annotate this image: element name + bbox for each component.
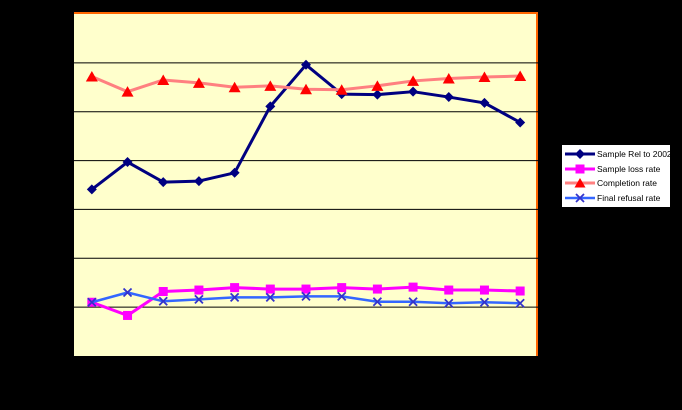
x-marker	[158, 296, 168, 306]
square-marker	[158, 287, 168, 297]
triangle-marker	[335, 84, 348, 95]
diamond-marker	[515, 117, 526, 128]
line-x-marker-icon	[565, 193, 595, 203]
x-marker	[265, 292, 275, 303]
line-triangle-marker-icon	[565, 178, 595, 188]
x-marker	[301, 291, 311, 302]
x-marker	[337, 291, 347, 302]
diamond-marker	[229, 167, 240, 178]
legend-item-sample-loss-rate: Sample loss rate	[565, 162, 668, 175]
triangle-marker	[371, 80, 384, 91]
legend-item-final-refusal-rate: Final refusal rate	[565, 191, 668, 204]
legend-label: Completion rate	[597, 178, 658, 189]
triangle-marker	[192, 77, 205, 88]
square-marker	[265, 284, 275, 294]
square-marker	[194, 285, 204, 295]
triangle-marker	[514, 70, 527, 82]
triangle-marker	[85, 71, 98, 82]
x-marker	[408, 297, 418, 307]
square-marker	[337, 283, 347, 293]
legend-label: Final refusal rate	[597, 192, 661, 203]
diamond-marker	[193, 176, 204, 187]
diamond-marker	[372, 89, 383, 100]
x-marker	[194, 294, 204, 304]
triangle-marker	[228, 81, 241, 93]
diamond-marker	[443, 92, 454, 103]
diamond-marker	[301, 59, 311, 70]
x-marker	[372, 297, 383, 307]
square-marker	[372, 284, 382, 294]
square-marker	[301, 284, 311, 294]
triangle-marker	[264, 80, 277, 91]
square-marker	[123, 310, 133, 320]
legend-item-completion-rate: Completion rate	[565, 177, 668, 190]
triangle-marker	[157, 74, 170, 85]
diamond-marker	[408, 86, 419, 97]
x-marker	[229, 292, 240, 303]
diamond-marker	[265, 101, 276, 112]
square-marker	[230, 283, 240, 293]
x-marker	[479, 297, 490, 307]
legend-label: Sample loss rate	[597, 163, 661, 174]
diamond-marker	[122, 157, 133, 168]
x-marker	[122, 287, 133, 298]
triangle-marker	[478, 71, 491, 83]
legend-label: Sample Rel to 2002	[597, 149, 672, 160]
diamond-marker	[158, 177, 169, 188]
triangle-marker	[121, 86, 134, 97]
diamond-marker	[479, 97, 490, 108]
x-marker	[87, 297, 97, 307]
triangle-marker	[442, 72, 455, 84]
line-diamond-marker-icon	[565, 149, 595, 160]
square-marker	[515, 286, 525, 296]
diamond-marker	[86, 184, 97, 195]
legend-item-sample-rel-to-2002: Sample Rel to 2002	[565, 148, 672, 161]
x-marker	[444, 298, 454, 308]
square-marker	[408, 282, 418, 292]
triangle-marker	[407, 75, 420, 86]
legend: Sample Rel to 2002 Sample loss rate Comp…	[561, 144, 672, 208]
x-marker	[515, 298, 525, 308]
triangle-marker	[300, 83, 312, 95]
square-marker	[444, 285, 454, 295]
line-square-marker-icon	[565, 164, 595, 174]
square-marker	[479, 285, 489, 295]
